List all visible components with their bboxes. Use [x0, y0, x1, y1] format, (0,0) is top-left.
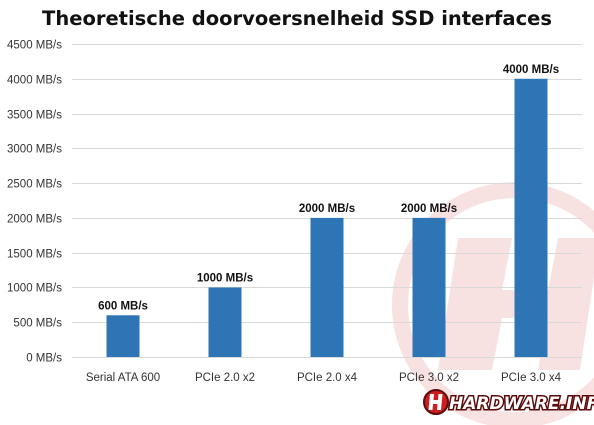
x-tick-label: PCIe 2.0 x4	[297, 372, 358, 384]
bar	[208, 287, 242, 357]
data-label: 1000 MB/s	[197, 272, 253, 284]
y-tick-label: 1500 MB/s	[7, 249, 62, 261]
logo-text: HARDWARE.INFO	[449, 394, 594, 414]
y-tick-label: 4500 MB/s	[7, 40, 62, 52]
x-tick-label: PCIe 3.0 x2	[399, 372, 459, 384]
y-tick-label: 500 MB/s	[13, 318, 62, 330]
y-tick-label: 4000 MB/s	[7, 75, 62, 87]
data-labels: 600 MB/s 1000 MB/s 2000 MB/s 2000 MB/s 4000 …	[98, 64, 559, 312]
y-tick-label: 3500 MB/s	[7, 110, 62, 122]
x-axis: Serial ATA 600 PCIe 2.0 x2 PCIe 2.0 x4 PCIe…	[86, 372, 562, 384]
x-tick-label: PCIe 3.0 x4	[501, 372, 562, 384]
hardware-info-logo-icon	[423, 389, 449, 415]
y-tick-label: 0 MB/s	[26, 353, 62, 365]
y-tick-label: 3000 MB/s	[7, 144, 62, 156]
bar	[106, 315, 140, 357]
data-label: 600 MB/s	[98, 300, 148, 312]
y-tick-label: 2000 MB/s	[7, 214, 62, 226]
bar	[310, 217, 344, 357]
hardware-info-logo: HARDWARE.INFO	[423, 389, 594, 416]
bar	[514, 78, 548, 358]
y-tick-label: 2500 MB/s	[7, 179, 62, 191]
data-label: 4000 MB/s	[503, 64, 559, 76]
chart-title: Theoretische doorvoersnelheid SSD interf…	[42, 7, 552, 30]
bar	[412, 217, 446, 357]
y-tick-label: 1000 MB/s	[7, 283, 62, 295]
y-axis: 0 MB/s 500 MB/s 1000 MB/s 1500 MB/s 2000 MB/…	[7, 40, 62, 365]
bar-series	[106, 78, 548, 358]
x-tick-label: Serial ATA 600	[86, 372, 160, 384]
data-label: 2000 MB/s	[299, 203, 355, 215]
x-tick-label: PCIe 2.0 x2	[195, 372, 255, 384]
data-label: 2000 MB/s	[401, 203, 457, 215]
